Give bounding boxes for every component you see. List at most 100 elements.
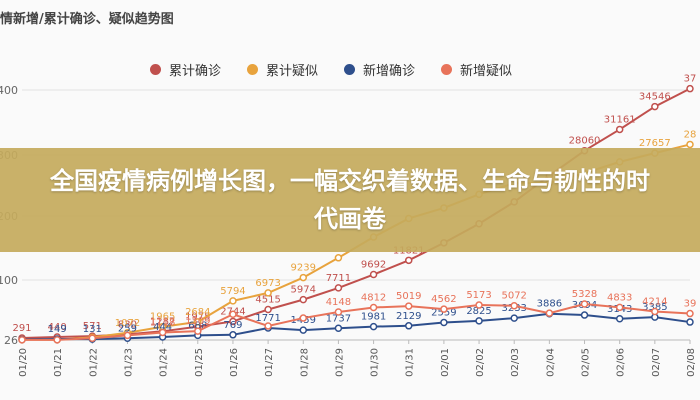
legend-item-cumulative-suspected[interactable]: 累计疑似 bbox=[247, 60, 318, 79]
legend-label: 累计疑似 bbox=[266, 64, 319, 79]
data-point bbox=[369, 270, 378, 279]
legend-item-cumulative-confirmed[interactable]: 累计确诊 bbox=[150, 60, 221, 79]
legend-item-new-confirmed[interactable]: 新增确诊 bbox=[344, 60, 415, 79]
data-label: 6973 bbox=[255, 278, 280, 289]
x-tick-label: 02/06 bbox=[616, 348, 627, 377]
x-tick-label: 01/20 bbox=[18, 348, 29, 377]
data-label: 4515 bbox=[255, 294, 280, 305]
data-point bbox=[299, 273, 308, 282]
series-line bbox=[21, 312, 691, 341]
data-point bbox=[18, 336, 26, 344]
chart-title: 情新增/累计确诊、疑似趋势图 bbox=[0, 12, 174, 27]
x-tick-label: 02/01 bbox=[440, 348, 451, 377]
data-label: 28 bbox=[684, 129, 697, 140]
legend-label: 累计确诊 bbox=[169, 64, 222, 79]
x-tick-label: 02/02 bbox=[475, 348, 486, 377]
data-point bbox=[229, 297, 237, 305]
data-label: 2129 bbox=[396, 311, 421, 322]
data-point bbox=[334, 254, 343, 262]
data-label: 31161 bbox=[604, 114, 636, 125]
data-label: 5974 bbox=[291, 285, 316, 296]
data-point bbox=[615, 125, 624, 134]
data-label: 149 bbox=[48, 324, 67, 335]
legend-marker-new-confirmed bbox=[344, 64, 356, 75]
data-point bbox=[229, 331, 237, 339]
data-label: 1771 bbox=[255, 313, 280, 324]
data-point bbox=[651, 102, 659, 111]
data-label: 28060 bbox=[569, 136, 601, 147]
data-label: 1287 bbox=[150, 316, 175, 327]
data-point bbox=[686, 318, 694, 326]
data-label: 444 bbox=[153, 322, 172, 333]
data-label: 7711 bbox=[326, 273, 351, 284]
x-tick-label: 01/21 bbox=[53, 348, 64, 377]
legend-item-new-suspected[interactable]: 新增疑似 bbox=[441, 60, 512, 79]
data-label: 4148 bbox=[326, 297, 351, 308]
data-point bbox=[299, 314, 308, 322]
data-point bbox=[299, 326, 308, 334]
data-label: 4562 bbox=[431, 294, 456, 305]
data-point bbox=[686, 84, 694, 93]
data-point bbox=[264, 289, 272, 297]
x-tick-label: 01/22 bbox=[88, 348, 99, 377]
data-label: 9692 bbox=[361, 260, 386, 271]
legend-marker-cumulative-confirmed bbox=[150, 64, 161, 75]
data-point bbox=[88, 334, 97, 343]
data-point bbox=[686, 140, 694, 149]
data-label: 1118 bbox=[150, 317, 175, 328]
data-point bbox=[264, 322, 272, 330]
data-point bbox=[686, 309, 694, 318]
data-label: 440 bbox=[48, 322, 67, 333]
data-label: 3385 bbox=[642, 302, 667, 313]
legend-marker-cumulative-suspected bbox=[247, 64, 259, 75]
x-tick-label: 01/27 bbox=[264, 348, 275, 377]
data-point bbox=[369, 322, 378, 331]
data-point bbox=[53, 336, 61, 344]
x-tick-label: 02/07 bbox=[651, 348, 662, 377]
data-point bbox=[510, 314, 518, 322]
data-point bbox=[158, 328, 167, 337]
data-point bbox=[440, 305, 448, 313]
data-point bbox=[194, 327, 202, 335]
data-label: 571 bbox=[83, 321, 102, 332]
data-label: 5328 bbox=[572, 289, 597, 300]
data-label: 1072 bbox=[115, 318, 140, 329]
data-label: 5019 bbox=[396, 291, 421, 302]
data-point bbox=[651, 307, 659, 316]
data-point bbox=[615, 315, 624, 323]
data-point bbox=[404, 322, 413, 330]
data-label: 830 bbox=[118, 319, 137, 330]
x-tick-label: 01/31 bbox=[405, 348, 416, 377]
x-tick-label: 02/03 bbox=[510, 348, 521, 377]
x-tick-label: 02/05 bbox=[581, 348, 592, 377]
data-label: 291 bbox=[12, 323, 31, 334]
x-tick-label: 01/29 bbox=[334, 348, 345, 377]
x-tick-label: 02/04 bbox=[545, 348, 556, 377]
data-point bbox=[334, 308, 343, 316]
data-label: 3886 bbox=[537, 299, 562, 310]
data-label: 5072 bbox=[501, 291, 526, 302]
y-tick-label: 26 bbox=[4, 334, 18, 347]
data-label: 4833 bbox=[607, 292, 632, 303]
data-label: 5173 bbox=[466, 290, 491, 301]
data-point bbox=[194, 318, 202, 326]
data-point bbox=[334, 284, 343, 292]
data-point bbox=[510, 301, 518, 310]
data-label: 1981 bbox=[361, 312, 386, 323]
x-tick-label: 01/30 bbox=[370, 348, 381, 377]
data-label: 27657 bbox=[639, 138, 671, 149]
data-point bbox=[369, 303, 378, 312]
data-point bbox=[229, 310, 237, 319]
data-label: 34546 bbox=[639, 92, 671, 103]
data-label: 4812 bbox=[361, 292, 386, 303]
data-point bbox=[475, 301, 483, 309]
headline-banner: 全国疫情病例增长图，一幅交织着数据、生命与韧性的时代画卷 bbox=[0, 148, 700, 252]
data-label: 4214 bbox=[642, 297, 667, 308]
data-label: 37 bbox=[684, 74, 697, 85]
data-label: 1975 bbox=[185, 312, 210, 323]
data-label: 1309 bbox=[185, 316, 210, 327]
data-label: 688 bbox=[188, 320, 207, 331]
x-tick-label: 01/26 bbox=[229, 348, 240, 377]
x-tick-label: 02/08 bbox=[686, 348, 697, 377]
